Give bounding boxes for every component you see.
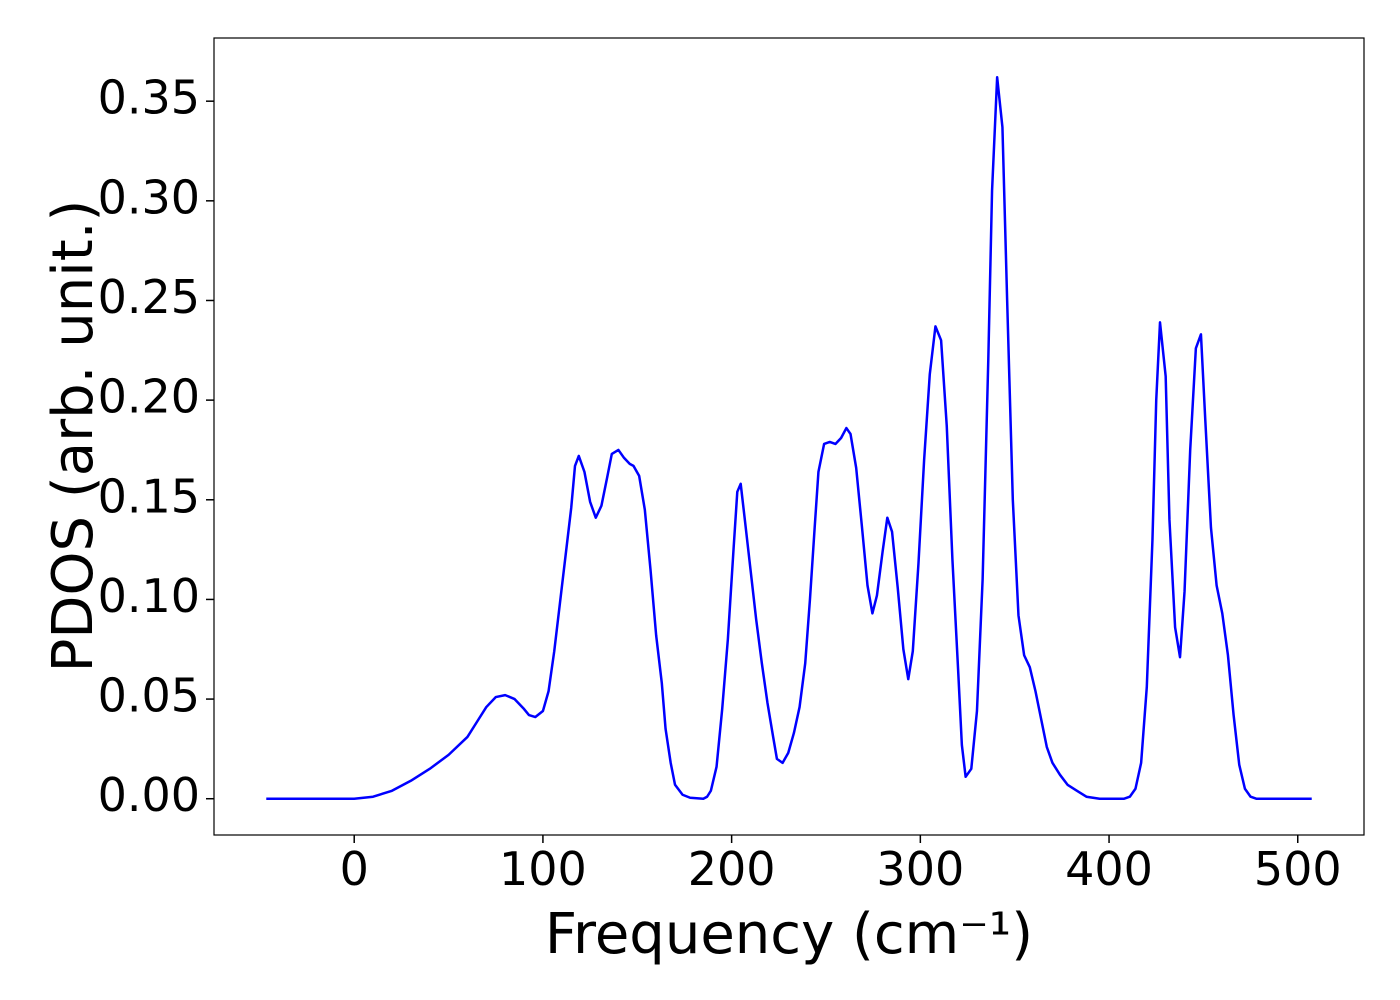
y-tick-label: 0.00 (98, 768, 200, 822)
x-tick-label: 0 (340, 842, 369, 896)
y-tick-label: 0.35 (98, 71, 200, 125)
x-tick-label: 100 (499, 842, 587, 896)
y-tick-label: 0.05 (98, 669, 200, 723)
x-tick-label: 400 (1065, 842, 1153, 896)
x-tick-label: 300 (876, 842, 964, 896)
y-axis-label: PDOS (arb. unit.) (41, 200, 106, 673)
data-line (266, 76, 1312, 800)
x-tick-label: 500 (1254, 842, 1342, 896)
x-axis-label: Frequency (cm⁻¹) (545, 902, 1033, 967)
plot-frame (213, 37, 1365, 836)
y-tick-label: 0.30 (98, 170, 200, 224)
x-tick-label: 200 (688, 842, 776, 896)
y-tick-label: 0.10 (98, 569, 200, 623)
y-tick-label: 0.20 (98, 370, 200, 424)
y-tick-label: 0.25 (98, 270, 200, 324)
y-tick-label: 0.15 (98, 469, 200, 523)
